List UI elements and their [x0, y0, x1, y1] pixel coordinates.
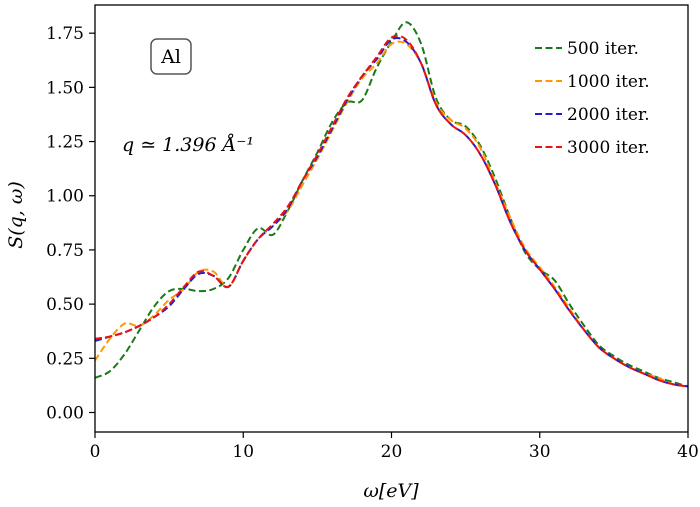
y-tick-label: 0.50 [46, 295, 84, 315]
y-tick-label: 1.00 [46, 187, 84, 207]
legend-label: 1000 iter. [567, 72, 650, 92]
q-value-annotation: q ≃ 1.396 Å⁻¹ [122, 134, 254, 156]
element-annotation: Al [150, 38, 192, 75]
legend-label: 500 iter. [567, 39, 639, 59]
y-tick-label: 1.25 [46, 133, 84, 153]
series-line-4 [94, 34, 689, 388]
x-tick-label: 30 [529, 442, 551, 462]
x-axis: 0 10 20 30 40 [90, 432, 699, 462]
series-line-1 [94, 21, 689, 388]
y-tick-label: 0.25 [46, 349, 84, 369]
y-tick-label: 1.75 [46, 24, 84, 44]
x-axis-label: ω[eV] [363, 480, 419, 502]
x-tick-label: 40 [677, 442, 699, 462]
x-tick-label: 10 [232, 442, 254, 462]
element-box [150, 38, 192, 75]
y-axis-label: S(q, ω) [5, 181, 27, 249]
legend-label: 2000 iter. [567, 105, 650, 125]
plot-series [94, 21, 689, 388]
legend: 500 iter. 1000 iter. 2000 iter. 3000 iter. [535, 39, 650, 158]
y-tick-label: 0.75 [46, 241, 84, 261]
y-tick-label: 0.00 [46, 403, 84, 423]
x-tick-label: 20 [381, 442, 403, 462]
legend-label: 3000 iter. [567, 138, 650, 158]
plot-frame [94, 4, 689, 433]
y-tick-label: 1.50 [46, 78, 84, 98]
element-label: Al [160, 46, 181, 68]
x-tick-label: 0 [90, 442, 101, 462]
y-axis: 0.00 0.25 0.50 0.75 1.00 1.25 1.50 1.75 [46, 24, 95, 423]
